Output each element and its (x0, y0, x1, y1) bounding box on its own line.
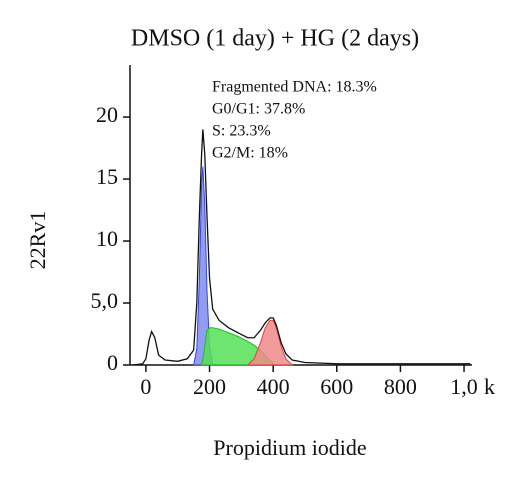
x-tick-label: 0 (140, 374, 151, 399)
x-tick-label: 200 (193, 374, 226, 399)
x-unit: k (484, 374, 495, 399)
y-tick-label: 10 (96, 226, 118, 251)
x-tick-label: 1,0 (450, 374, 478, 399)
annotation: Fragmented DNA: 18.3% (212, 79, 377, 96)
y-tick-label: 0 (107, 350, 118, 375)
annotation: S: 23.3% (212, 123, 271, 140)
chart-title: DMSO (1 day) + HG (2 days) (131, 26, 419, 52)
y-tick-label: 15 (96, 164, 118, 189)
x-axis-label: Propidium iodide (213, 435, 366, 460)
x-tick-label: 800 (384, 374, 417, 399)
y-axis-label: 22Rv1 (25, 211, 50, 270)
annotation: G0/G1: 37.8% (212, 101, 305, 118)
x-tick-label: 400 (257, 374, 290, 399)
x-tick-label: 600 (320, 374, 353, 399)
phase-area (246, 319, 294, 366)
y-tick-label: 5,0 (91, 288, 119, 313)
y-tick-label: 20 (96, 102, 118, 127)
histogram-line (133, 129, 471, 366)
annotation: G2/M: 18% (212, 145, 288, 162)
